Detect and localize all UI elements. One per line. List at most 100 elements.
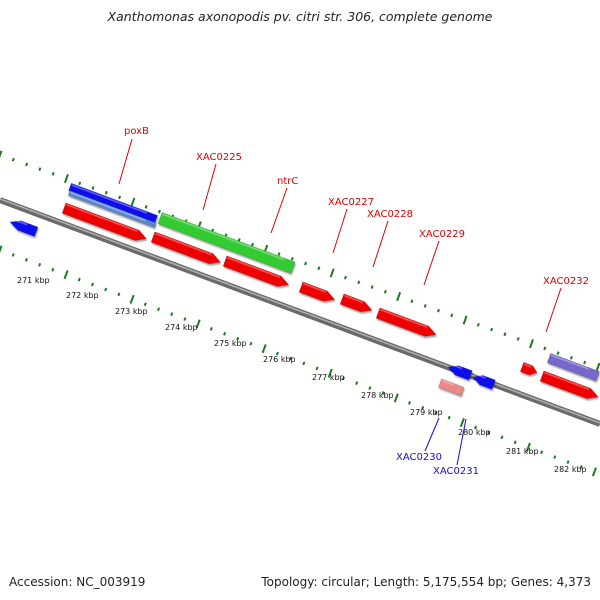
gene-poxB-track[interactable] <box>67 190 157 228</box>
outer-ring-tick <box>78 181 82 186</box>
inner-ring-tick <box>368 386 372 390</box>
inner-ring-tick <box>566 460 570 464</box>
inner-ring-tick <box>341 376 345 381</box>
gene-label-poxb[interactable]: poxB <box>124 126 149 137</box>
gene-forward-cds[interactable] <box>150 231 222 267</box>
genome-backbone-highlight <box>0 198 600 424</box>
outer-ring-tick <box>157 209 161 214</box>
scale-tick-label: 282 kbp <box>554 465 587 474</box>
inner-ring-tick <box>474 425 478 430</box>
gene-label-xac0229[interactable]: XAC0229 <box>419 229 465 240</box>
inner-ring-tick <box>24 258 28 262</box>
gene-forward-cds[interactable] <box>222 255 291 290</box>
inner-ring-tick <box>236 336 240 341</box>
inner-ring-tick <box>275 351 279 356</box>
outer-ring-tick <box>304 261 308 266</box>
inner-ring-tick <box>104 287 108 292</box>
gene-label-leader <box>545 287 562 333</box>
inner-ring-tick <box>525 442 531 452</box>
gene-label-xac0232[interactable]: XAC0232 <box>543 276 589 287</box>
inner-ring-tick <box>381 391 385 395</box>
gene-label-leader <box>202 163 217 211</box>
gene-label-leader <box>456 418 467 466</box>
outer-ring-tick <box>11 157 15 162</box>
gene-label-ntrc[interactable]: ntrC <box>277 176 298 187</box>
outer-ring-tick <box>410 299 414 304</box>
scale-tick-label: 272 kbp <box>66 291 99 300</box>
outer-ring-tick <box>529 339 534 349</box>
inner-ring-tick <box>553 455 557 459</box>
gene-ntrC-arrow[interactable] <box>157 211 296 274</box>
outer-ring-tick <box>290 256 294 261</box>
scale-tick-label: 280 kbp <box>458 428 491 437</box>
gene-XAC0225-arrow[interactable] <box>61 202 148 244</box>
gene-reverse-cds[interactable] <box>8 217 39 237</box>
inner-ring-tick <box>540 450 544 455</box>
inner-ring-tick <box>170 312 174 316</box>
inner-ring-tick <box>90 282 94 287</box>
inner-ring-tick <box>421 405 425 410</box>
inner-ring-tick <box>579 465 583 469</box>
outer-ring-tick <box>144 205 148 209</box>
gene-pseudo-feature[interactable] <box>438 378 465 396</box>
gene-XAC0231-arrow[interactable] <box>471 372 496 390</box>
outer-ring-tick <box>370 285 374 289</box>
gene-misc-feature[interactable] <box>546 352 600 382</box>
gene-XAC0232-arrow[interactable] <box>539 370 600 402</box>
outer-ring-tick <box>277 252 281 256</box>
outer-ring-tick <box>543 346 547 351</box>
scale-tick-label: 271 kbp <box>17 276 50 285</box>
inner-ring-tick <box>209 327 213 331</box>
inner-ring-tick <box>77 277 81 282</box>
outer-tick-ring <box>0 150 600 372</box>
gene-label-xac0230[interactable]: XAC0230 <box>396 452 442 463</box>
genome-title: Xanthomonas axonopodis pv. citri str. 30… <box>107 9 493 24</box>
outer-ring-tick <box>503 332 507 337</box>
gene-label-xac0228[interactable]: XAC0228 <box>367 209 413 220</box>
inner-ring-tick <box>447 415 451 420</box>
inner-ring-tick <box>183 317 187 321</box>
inner-ring-tick <box>513 440 517 445</box>
outer-ring-tick <box>383 289 387 294</box>
scale-tick-labels: 271 kbp 272 kbp 273 kbp 274 kbp 275 kbp 276 k… <box>17 276 587 474</box>
outer-ring-tick <box>450 313 454 318</box>
scale-tick-label: 275 kbp <box>214 339 247 348</box>
outer-ring-tick <box>516 337 520 341</box>
outer-ring-tick <box>476 322 480 327</box>
outer-ring-tick <box>396 291 402 302</box>
scale-tick-label: 277 kbp <box>312 373 345 382</box>
gene-XAC0227-arrow[interactable] <box>298 281 337 305</box>
gene-forward-cds[interactable] <box>519 361 538 377</box>
inner-ring-tick <box>289 356 293 361</box>
gene-label-leader <box>423 240 440 286</box>
inner-ring-tick <box>459 418 465 428</box>
inner-ring-tick <box>591 467 597 477</box>
inner-ring-tick <box>117 292 121 297</box>
outer-ring-tick <box>343 275 347 280</box>
outer-ring-tick <box>0 150 3 158</box>
outer-ring-tick <box>25 162 29 167</box>
inner-ring-tick <box>407 401 411 405</box>
outer-ring-tick <box>118 195 122 200</box>
inner-ring-tick <box>195 319 201 329</box>
outer-ring-tick <box>437 308 440 313</box>
scale-tick-label: 276 kbp <box>263 355 296 364</box>
inner-ring-tick <box>38 262 42 267</box>
gene-XAC0230-arrow[interactable] <box>446 362 473 381</box>
scale-tick-label: 274 kbp <box>165 323 198 332</box>
outer-ring-tick <box>556 351 560 355</box>
gene-label-xac0231[interactable]: XAC0231 <box>433 466 479 477</box>
outer-ring-tick <box>63 174 69 184</box>
inner-ring-tick <box>143 302 147 307</box>
gene-XAC0229-arrow[interactable] <box>375 307 438 340</box>
inner-ring-tick <box>327 368 333 378</box>
gene-label-xac0227[interactable]: XAC0227 <box>328 197 374 208</box>
inner-ring-tick <box>315 366 319 371</box>
gene-label-leader <box>332 208 348 254</box>
inner-ring-tick <box>500 435 504 440</box>
gene-XAC0228-arrow[interactable] <box>339 293 374 315</box>
gene-label-xac0225[interactable]: XAC0225 <box>196 152 242 163</box>
inner-ring-tick <box>223 331 227 336</box>
